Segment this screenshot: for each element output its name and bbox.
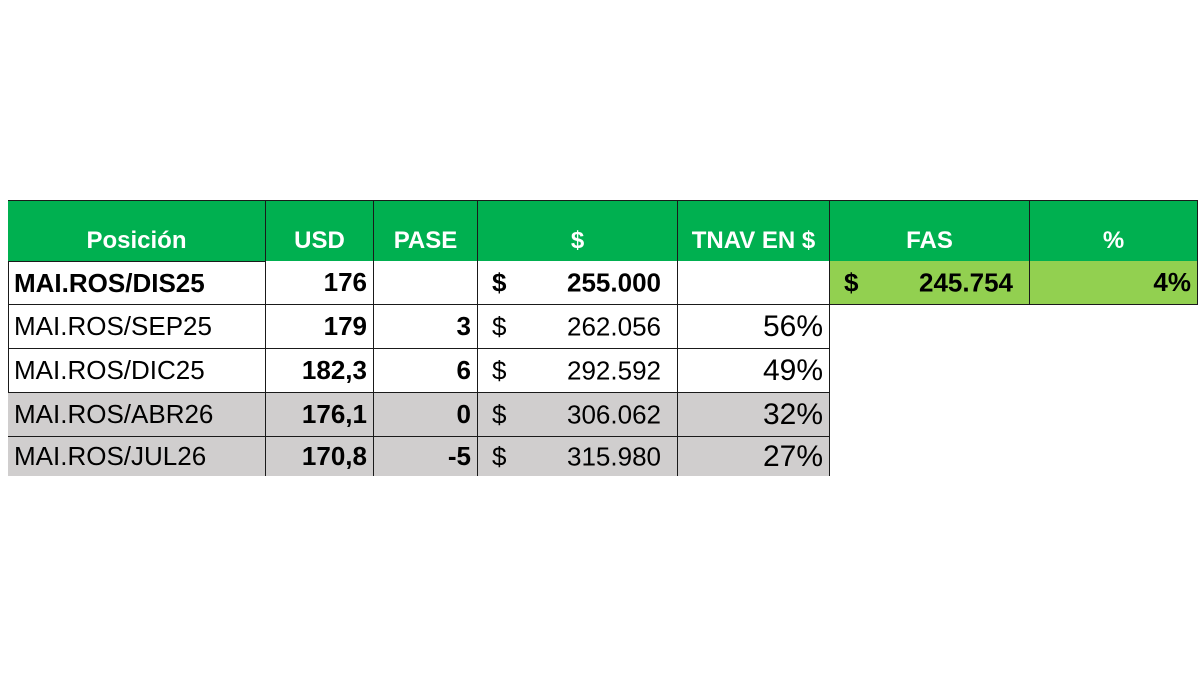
cell-pesos: $ 315.980 — [478, 437, 678, 476]
cell-fas: $ 245.754 — [830, 261, 1030, 305]
currency-symbol: $ — [492, 441, 507, 471]
header-usd: USD — [266, 200, 374, 261]
cell-pase: 6 — [374, 349, 478, 393]
header-tnav: TNAV EN $ — [678, 200, 830, 261]
cell-usd: 170,8 — [266, 437, 374, 476]
currency-symbol: $ — [492, 399, 507, 429]
cell-pesos: $ 262.056 — [478, 305, 678, 349]
cell-posicion: MAI.ROS/ABR26 — [8, 393, 266, 437]
cell-usd: 176,1 — [266, 393, 374, 437]
header-posicion: Posición — [8, 200, 266, 261]
pesos-amount: 255.000 — [567, 267, 661, 297]
cell-tnav: 27% — [678, 437, 830, 476]
cell-pct: 4% — [1030, 261, 1198, 305]
currency-symbol: $ — [492, 355, 507, 385]
cell-pase: 3 — [374, 305, 478, 349]
header-pase: PASE — [374, 200, 478, 261]
cell-posicion: MAI.ROS/DIS25 — [8, 261, 266, 305]
cell-usd: 182,3 — [266, 349, 374, 393]
cell-pase: 0 — [374, 393, 478, 437]
cell-tnav — [678, 261, 830, 305]
cell-usd: 176 — [266, 261, 374, 305]
cell-pesos: $ 255.000 — [478, 261, 678, 305]
cell-pase: -5 — [374, 437, 478, 476]
pesos-amount: 292.592 — [567, 355, 661, 385]
cell-pesos: $ 306.062 — [478, 393, 678, 437]
header-pct: % — [1030, 200, 1198, 261]
table-left-border — [8, 200, 9, 476]
cell-tnav: 32% — [678, 393, 830, 437]
header-fas: FAS — [830, 200, 1030, 261]
currency-symbol: $ — [492, 267, 507, 297]
fas-amount: 245.754 — [919, 267, 1013, 297]
cell-pase — [374, 261, 478, 305]
pesos-amount: 306.062 — [567, 399, 661, 429]
header-pesos: $ — [478, 200, 678, 261]
cell-posicion: MAI.ROS/JUL26 — [8, 437, 266, 476]
cell-posicion: MAI.ROS/SEP25 — [8, 305, 266, 349]
currency-symbol: $ — [844, 267, 859, 297]
pesos-amount: 315.980 — [567, 441, 661, 471]
pesos-amount: 262.056 — [567, 311, 661, 341]
cell-tnav: 49% — [678, 349, 830, 393]
currency-symbol: $ — [492, 311, 507, 341]
cell-tnav: 56% — [678, 305, 830, 349]
cell-pesos: $ 292.592 — [478, 349, 678, 393]
cell-usd: 179 — [266, 305, 374, 349]
cell-posicion: MAI.ROS/DIC25 — [8, 349, 266, 393]
